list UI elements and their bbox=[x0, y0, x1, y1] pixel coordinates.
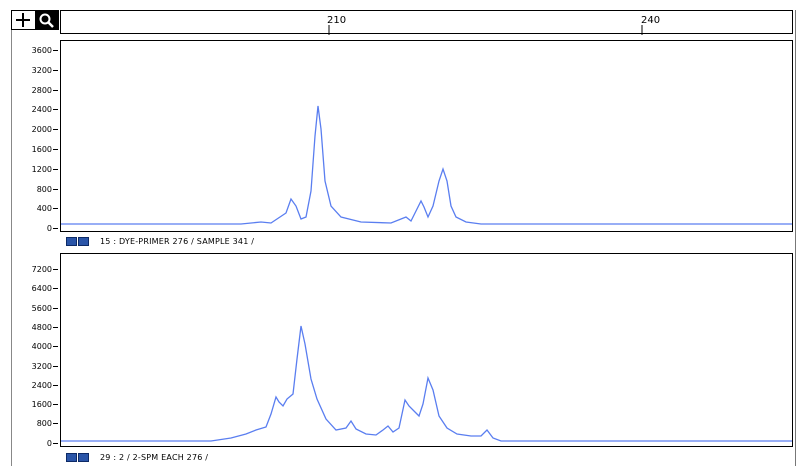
y-tick-text: 4800 bbox=[31, 322, 52, 332]
y-tick-label: 1200 bbox=[0, 164, 58, 174]
y-tick-mark bbox=[53, 228, 58, 230]
base-position-ruler: 210 240 bbox=[60, 10, 793, 35]
y-tick-text: 2400 bbox=[31, 380, 52, 390]
ruler-label-210: 210 bbox=[327, 15, 347, 26]
channel-button[interactable] bbox=[78, 236, 89, 246]
y-tick-mark bbox=[53, 50, 58, 51]
y-tick-mark bbox=[53, 208, 58, 210]
y-tick-mark bbox=[53, 168, 58, 170]
y-tick-mark bbox=[53, 288, 58, 290]
y-tick-mark bbox=[53, 346, 58, 348]
y-tick-mark bbox=[53, 269, 58, 270]
channel-button[interactable] bbox=[66, 452, 77, 462]
y-tick-text: 3200 bbox=[31, 65, 52, 75]
trace-panel-bottom bbox=[60, 253, 793, 447]
y-tick-label: 800 bbox=[0, 420, 58, 428]
y-tick-mark bbox=[53, 404, 58, 406]
trace-plot-bottom bbox=[61, 325, 792, 442]
left-border bbox=[11, 30, 12, 466]
ruler-ticks bbox=[328, 25, 643, 35]
y-tick-mark bbox=[53, 442, 58, 444]
ruler-label-240: 240 bbox=[641, 15, 661, 26]
y-tick-text: 2000 bbox=[31, 125, 52, 135]
y-tick-text: 2800 bbox=[31, 85, 52, 95]
y-tick-text: 1600 bbox=[31, 400, 52, 410]
sample-label-top: 15 : DYE-PRIMER 276 / SAMPLE 341 / bbox=[100, 236, 255, 246]
magnifier-icon bbox=[39, 13, 55, 28]
y-tick-text: 1200 bbox=[31, 164, 52, 174]
y-tick-text: 1600 bbox=[31, 145, 52, 154]
channel-button[interactable] bbox=[66, 236, 77, 246]
y-tick-text: 2400 bbox=[31, 105, 52, 115]
zoom-tool-button[interactable] bbox=[34, 11, 58, 29]
y-tick-label: 2000 bbox=[0, 126, 58, 134]
y-tick-text: 0 bbox=[46, 438, 52, 448]
y-tick-text: 4000 bbox=[31, 342, 52, 352]
crosshair-tool-button[interactable] bbox=[12, 11, 35, 29]
y-tick-label: 1600 bbox=[0, 401, 58, 409]
y-tick-text: 6400 bbox=[31, 284, 52, 294]
y-tick-label: 4800 bbox=[0, 322, 58, 332]
crosshair-icon bbox=[16, 13, 31, 27]
y-tick-text: 3200 bbox=[31, 361, 52, 371]
y-tick-text: 3600 bbox=[31, 46, 52, 55]
y-tick-mark bbox=[53, 365, 58, 367]
y-tick-mark bbox=[53, 69, 58, 71]
y-tick-mark bbox=[53, 423, 58, 425]
sample-label-bottom: 29 : 2 / 2-SPM EACH 276 / bbox=[100, 452, 209, 462]
y-tick-label: 0 bbox=[0, 225, 58, 233]
trace-panel-top bbox=[60, 40, 793, 232]
y-tick-label: 2400 bbox=[0, 380, 58, 390]
y-tick-text: 800 bbox=[36, 184, 52, 194]
trace-label-bar-top: 15 : DYE-PRIMER 276 / SAMPLE 341 / bbox=[66, 235, 254, 247]
y-tick-label: 3200 bbox=[0, 361, 58, 371]
y-tick-mark bbox=[53, 89, 58, 91]
y-tick-mark bbox=[53, 326, 58, 328]
y-tick-label: 5600 bbox=[0, 303, 58, 313]
y-tick-mark bbox=[53, 149, 58, 150]
channel-button[interactable] bbox=[78, 452, 89, 462]
y-tick-mark bbox=[53, 384, 58, 386]
y-tick-mark bbox=[53, 307, 58, 309]
y-tick-label: 3600 bbox=[0, 47, 58, 55]
y-tick-mark bbox=[53, 129, 58, 131]
y-tick-text: 0 bbox=[46, 224, 52, 234]
y-tick-label: 400 bbox=[0, 205, 58, 213]
y-tick-text: 400 bbox=[36, 204, 52, 214]
y-tick-label: 4000 bbox=[0, 343, 58, 351]
y-tick-label: 7200 bbox=[0, 266, 58, 274]
y-tick-label: 3200 bbox=[0, 65, 58, 75]
tool-palette bbox=[11, 10, 59, 30]
y-tick-mark bbox=[53, 109, 58, 111]
trace-line-bottom bbox=[61, 325, 792, 442]
y-tick-label: 800 bbox=[0, 184, 58, 194]
y-tick-text: 7200 bbox=[31, 265, 52, 274]
y-tick-label: 2400 bbox=[0, 106, 58, 114]
y-tick-mark bbox=[53, 188, 58, 190]
y-tick-label: 0 bbox=[0, 438, 58, 448]
y-tick-text: 5600 bbox=[31, 303, 52, 313]
trace-line-top bbox=[61, 105, 792, 225]
y-tick-label: 1600 bbox=[0, 146, 58, 154]
trace-plot-top bbox=[61, 105, 792, 225]
y-tick-label: 2800 bbox=[0, 85, 58, 95]
vertical-scrollbar[interactable] bbox=[795, 10, 805, 466]
y-tick-label: 6400 bbox=[0, 285, 58, 293]
trace-label-bar-bottom: 29 : 2 / 2-SPM EACH 276 / bbox=[66, 451, 208, 463]
y-tick-text: 800 bbox=[36, 419, 52, 429]
